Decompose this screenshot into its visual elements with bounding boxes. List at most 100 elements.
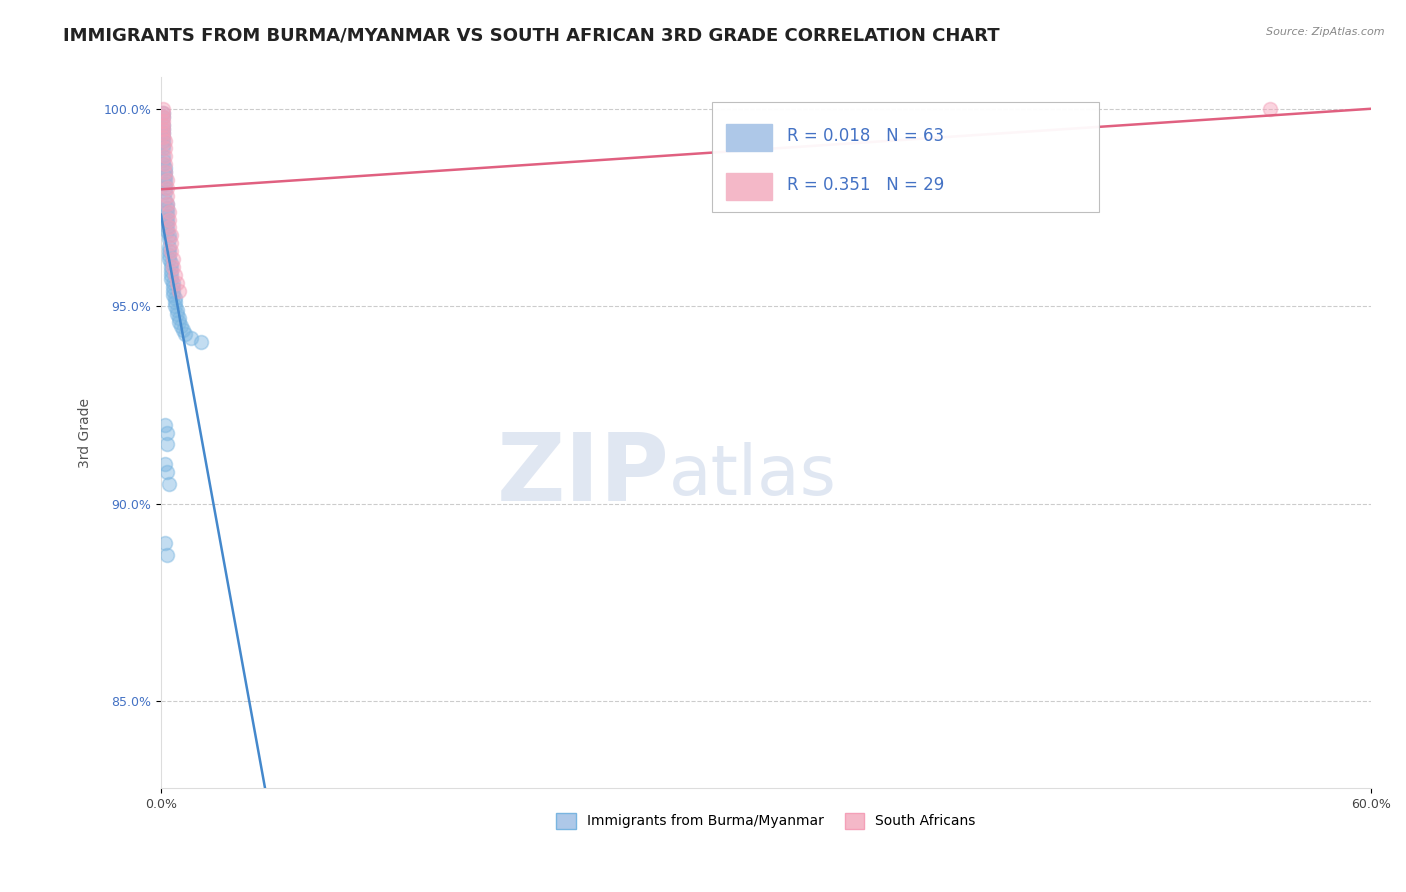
Point: [162, 284, 184, 298]
Point: [152, 121, 174, 136]
Point: [157, 204, 180, 219]
Point: [152, 137, 174, 152]
Bar: [725, 173, 772, 201]
Point: [157, 244, 180, 258]
FancyBboxPatch shape: [711, 103, 1099, 212]
Point: [160, 268, 183, 282]
Point: [156, 196, 179, 211]
Point: [156, 548, 179, 562]
Point: [165, 295, 187, 310]
Point: [166, 303, 188, 318]
Point: [162, 276, 184, 290]
Point: [156, 220, 179, 235]
Point: [152, 157, 174, 171]
Point: [153, 165, 176, 179]
Point: [180, 331, 202, 345]
Point: [153, 185, 176, 199]
Point: [160, 244, 183, 258]
Point: [152, 141, 174, 155]
Point: [152, 102, 174, 116]
Point: [152, 106, 174, 120]
Point: [156, 181, 179, 195]
Point: [162, 279, 184, 293]
Point: [153, 141, 176, 155]
Point: [152, 113, 174, 128]
Point: [152, 129, 174, 144]
Point: [153, 536, 176, 550]
Point: [167, 311, 190, 326]
Point: [157, 248, 180, 262]
Point: [153, 157, 176, 171]
Point: [157, 220, 180, 235]
Point: [152, 110, 174, 124]
Text: R = 0.351   N = 29: R = 0.351 N = 29: [786, 177, 943, 194]
Point: [162, 252, 184, 266]
Point: [157, 477, 180, 491]
Point: [165, 268, 187, 282]
Point: [156, 173, 179, 187]
Point: [152, 126, 174, 140]
Point: [160, 260, 183, 274]
Point: [1258, 102, 1281, 116]
Text: Source: ZipAtlas.com: Source: ZipAtlas.com: [1267, 27, 1385, 37]
Text: R = 0.018   N = 63: R = 0.018 N = 63: [786, 127, 943, 145]
Point: [153, 181, 176, 195]
Point: [152, 118, 174, 132]
Point: [157, 252, 180, 266]
Point: [160, 228, 183, 243]
Point: [174, 326, 197, 341]
Point: [152, 149, 174, 163]
Point: [166, 307, 188, 321]
Point: [153, 417, 176, 432]
Point: [153, 177, 176, 191]
Point: [153, 457, 176, 471]
Point: [152, 118, 174, 132]
Point: [153, 134, 176, 148]
Point: [156, 465, 179, 479]
Point: [157, 240, 180, 254]
Point: [162, 260, 184, 274]
Text: atlas: atlas: [669, 442, 837, 508]
Point: [172, 323, 194, 337]
Point: [170, 319, 193, 334]
Point: [160, 256, 183, 270]
Point: [157, 228, 180, 243]
Point: [153, 149, 176, 163]
Point: [156, 209, 179, 223]
Point: [152, 129, 174, 144]
Legend: Immigrants from Burma/Myanmar, South Africans: Immigrants from Burma/Myanmar, South Afr…: [551, 807, 981, 834]
Point: [157, 212, 180, 227]
Point: [152, 106, 174, 120]
Text: IMMIGRANTS FROM BURMA/MYANMAR VS SOUTH AFRICAN 3RD GRADE CORRELATION CHART: IMMIGRANTS FROM BURMA/MYANMAR VS SOUTH A…: [63, 27, 1000, 45]
Point: [165, 299, 187, 313]
Point: [160, 271, 183, 285]
Point: [156, 196, 179, 211]
Point: [153, 165, 176, 179]
Point: [167, 284, 190, 298]
Point: [157, 232, 180, 246]
Point: [156, 437, 179, 451]
Point: [167, 315, 190, 329]
Point: [152, 134, 174, 148]
Point: [152, 126, 174, 140]
Point: [162, 287, 184, 301]
Point: [153, 193, 176, 207]
Point: [156, 204, 179, 219]
Point: [156, 212, 179, 227]
Point: [153, 169, 176, 183]
Point: [156, 217, 179, 231]
Y-axis label: 3rd Grade: 3rd Grade: [79, 398, 93, 467]
Point: [166, 276, 188, 290]
Point: [156, 224, 179, 238]
Point: [160, 236, 183, 251]
Point: [152, 121, 174, 136]
Point: [156, 201, 179, 215]
Bar: [725, 124, 772, 151]
Point: [156, 189, 179, 203]
Point: [165, 292, 187, 306]
Point: [190, 334, 212, 349]
Point: [152, 110, 174, 124]
Point: [152, 153, 174, 168]
Point: [160, 264, 183, 278]
Text: ZIP: ZIP: [496, 429, 669, 521]
